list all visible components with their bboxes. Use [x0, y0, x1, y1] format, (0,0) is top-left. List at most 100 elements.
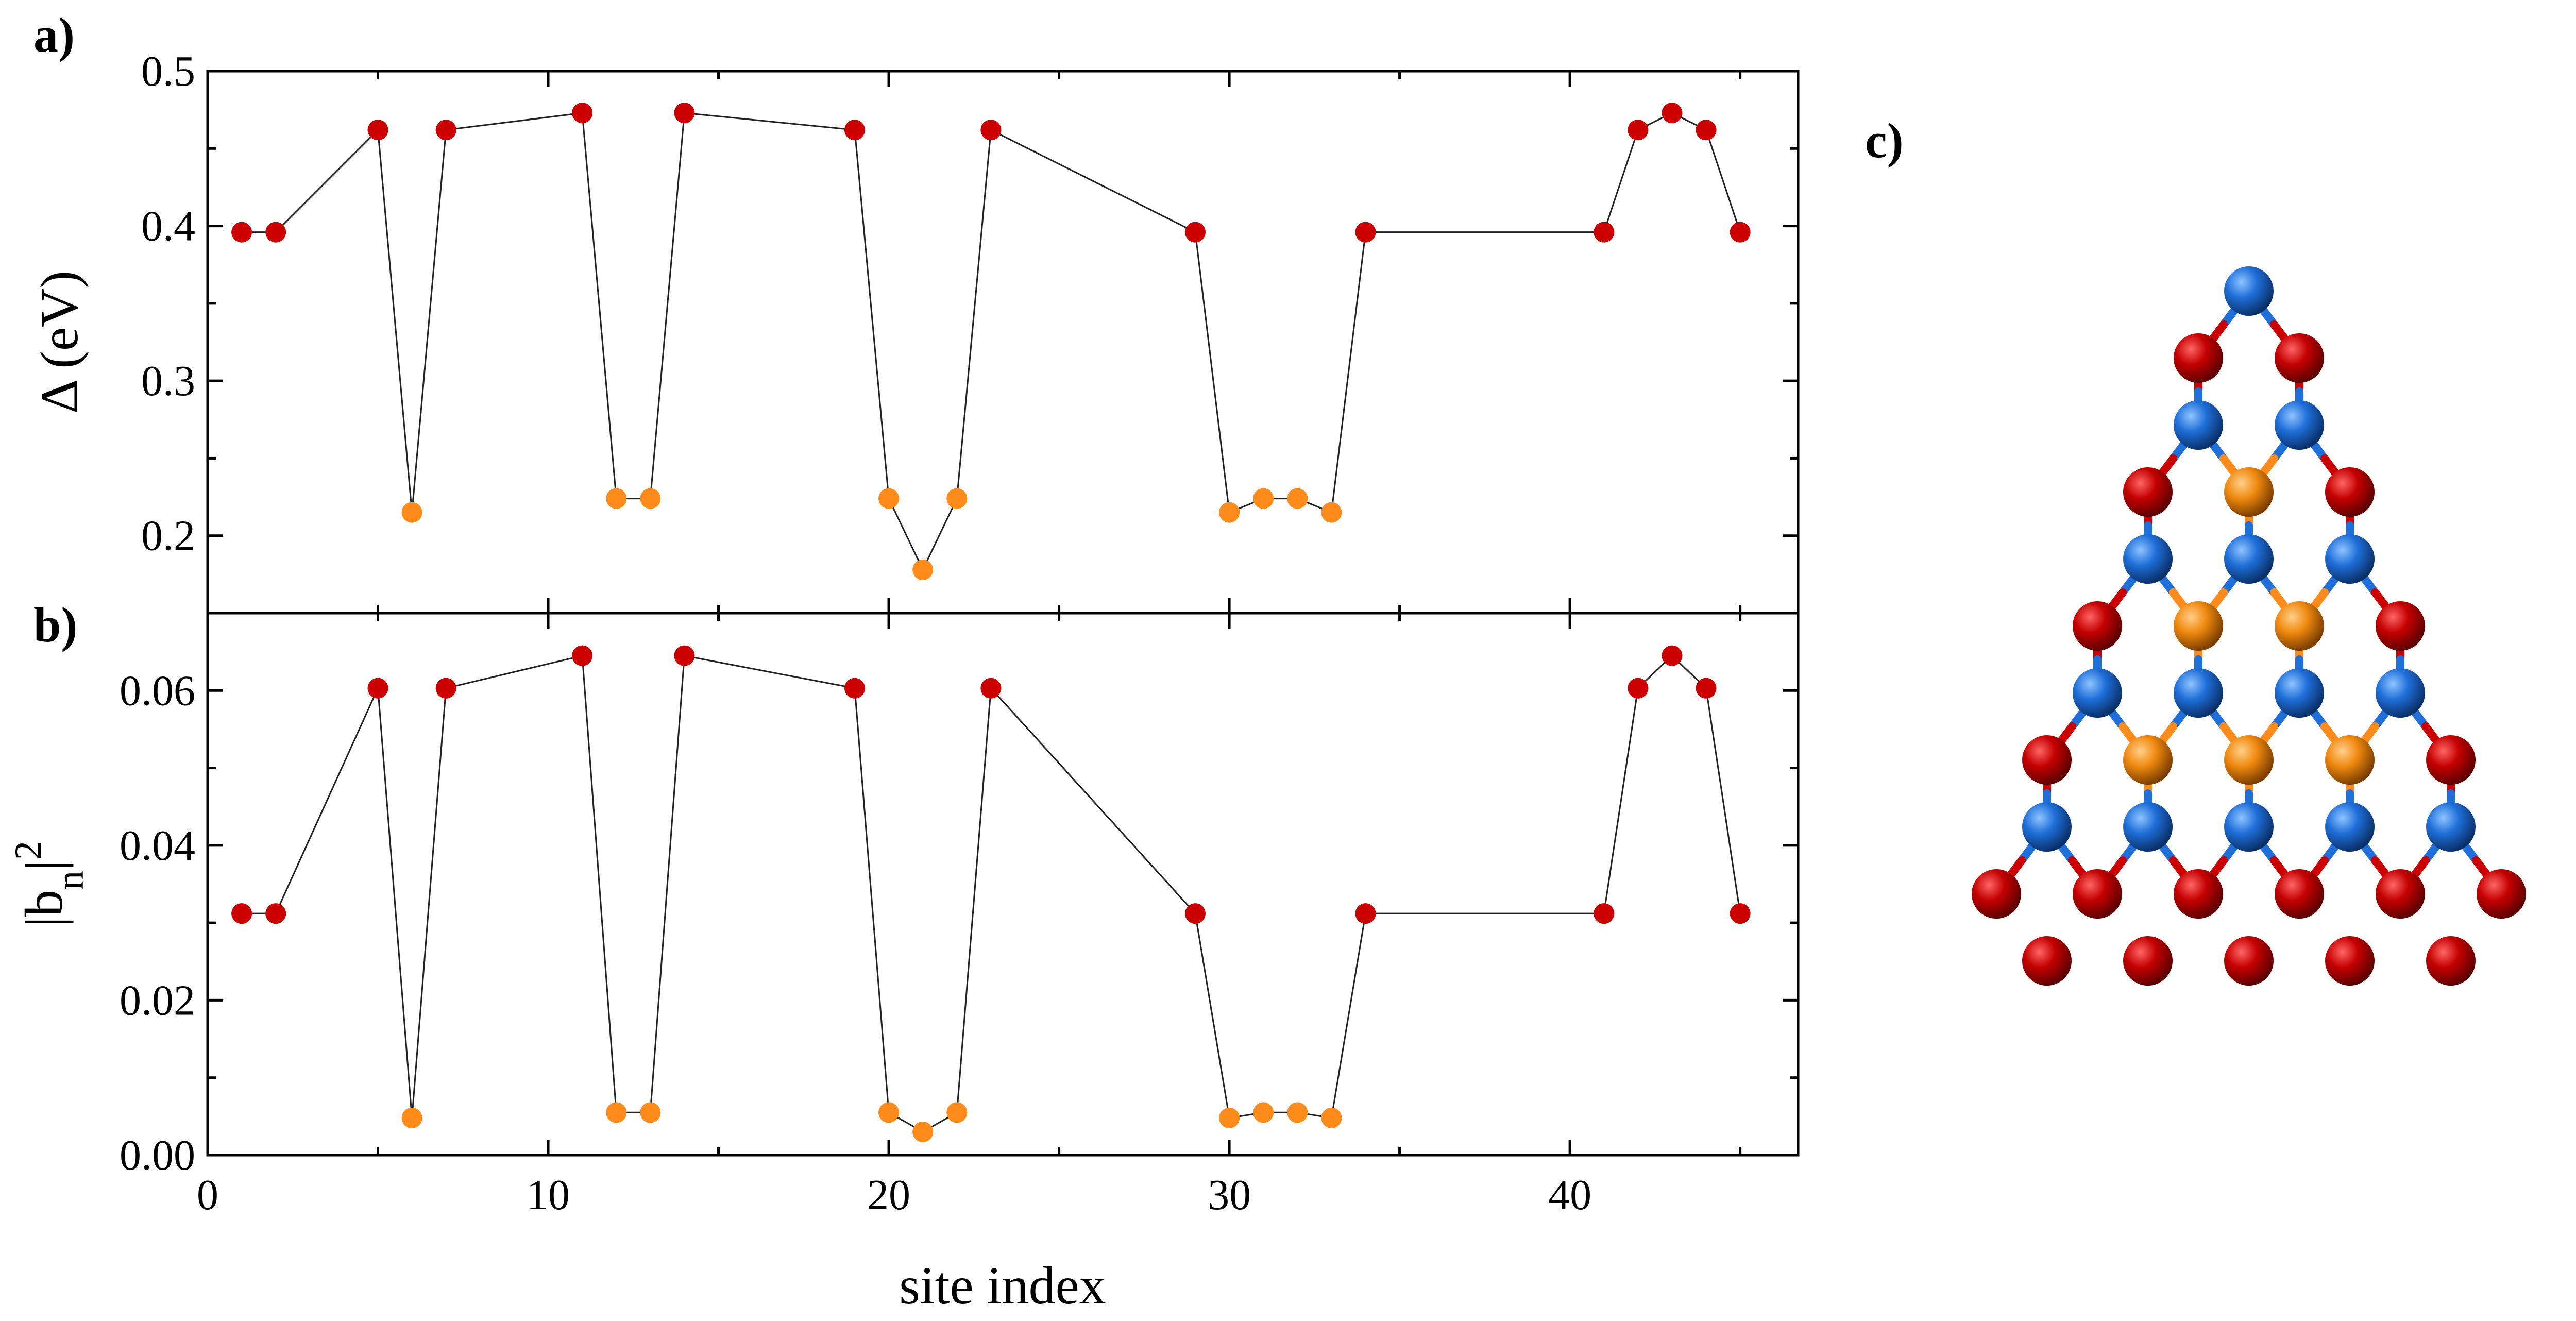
interior-site-point [1321, 1107, 1342, 1128]
molecule-atoms [1972, 266, 2526, 986]
panel-b-ticks: 0 10 20 30 40 0.00 0.02 0.04 0.06 [120, 612, 1798, 1219]
blue-atom [2022, 802, 2072, 852]
interior-atom [2224, 467, 2274, 517]
panel-b-plot: 0 10 20 30 40 0.00 0.02 0.04 0.06 |bn|2 site ind… [7, 612, 1800, 1315]
x-tick-label: 10 [527, 1171, 570, 1219]
edge-site-point [1594, 222, 1615, 243]
edge-site-point [231, 222, 252, 243]
edge-site-point [231, 903, 252, 924]
blue-atom [2275, 400, 2324, 450]
edge-atom [2376, 869, 2425, 919]
edge-atom [2275, 333, 2324, 383]
x-tick-label: 30 [1208, 1171, 1251, 1219]
interior-atom [2123, 735, 2173, 785]
edge-site-point [572, 645, 593, 666]
blue-atom [2325, 534, 2375, 584]
panel-b-frame [206, 612, 1800, 1157]
panel-b-label: b) [33, 597, 77, 652]
x-tick-label: 40 [1548, 1171, 1591, 1219]
interior-site-point [1253, 1102, 1274, 1123]
panel-b-ylabel: |bn|2 [7, 841, 92, 927]
y-tick-label: 0.4 [141, 202, 195, 250]
edge-site-point [844, 678, 865, 699]
interior-site-point [401, 502, 422, 523]
edge-atom [2073, 601, 2122, 651]
blue-atom [2174, 668, 2223, 718]
edge-site-point [1355, 222, 1376, 243]
edge-atom [2174, 333, 2223, 383]
interior-site-point [606, 1102, 627, 1123]
blue-atom [2376, 668, 2425, 718]
panel-a-ticks: 0.2 0.3 0.4 0.5 [141, 47, 1798, 615]
edge-site-point [367, 678, 388, 699]
edge-site-point [265, 222, 286, 243]
edge-atom [2022, 936, 2072, 986]
edge-site-point [980, 678, 1002, 699]
edge-site-point [1730, 903, 1751, 924]
panel-b-xlabel: site index [899, 1256, 1106, 1315]
edge-site-point [1662, 645, 1683, 666]
edge-site-point [265, 903, 286, 924]
interior-site-point [878, 1102, 900, 1123]
panel-c-molecule [1972, 266, 2526, 986]
panel-a-ylabel: Δ (eV) [30, 270, 89, 414]
edge-site-point [844, 120, 865, 141]
edge-atom [2325, 467, 2375, 517]
blue-atom [2426, 802, 2476, 852]
edge-atom [2123, 467, 2173, 517]
edge-site-point [1628, 120, 1649, 141]
series-line [242, 654, 1741, 1133]
blue-atom [2325, 802, 2375, 852]
interior-site-point [878, 488, 900, 509]
panel-b-points [231, 645, 1751, 1142]
blue-atom [2174, 400, 2223, 450]
blue-atom [2123, 802, 2173, 852]
y-tick-label: 0.06 [120, 667, 195, 715]
y-tick-label: 0.5 [141, 47, 195, 95]
edge-site-point [980, 120, 1002, 141]
interior-site-point [640, 1102, 661, 1123]
panel-b-series-line [242, 654, 1741, 1133]
edge-site-point [1184, 903, 1206, 924]
interior-site-point [946, 488, 968, 509]
panel-a-label: a) [33, 7, 75, 62]
x-tick-label: 20 [867, 1171, 910, 1219]
blue-atom [2275, 668, 2324, 718]
interior-site-point [606, 488, 627, 509]
interior-atom [2174, 601, 2223, 651]
series-line [242, 112, 1741, 572]
y-tick-label: 0.2 [141, 512, 195, 560]
edge-site-point [1594, 903, 1615, 924]
edge-site-point [435, 120, 456, 141]
edge-atom [2224, 936, 2274, 986]
panel-a-points [231, 103, 1751, 580]
y-tick-label: 0.04 [120, 822, 195, 870]
edge-atom [2022, 735, 2072, 785]
edge-atom [2426, 735, 2476, 785]
interior-site-point [1287, 488, 1308, 509]
edge-site-point [435, 678, 456, 699]
blue-atom [2123, 534, 2173, 584]
edge-site-point [674, 645, 695, 666]
interior-site-point [1253, 488, 1274, 509]
y-tick-label: 0.00 [120, 1131, 195, 1179]
interior-atom [2325, 735, 2375, 785]
blue-atom [2073, 668, 2122, 718]
interior-site-point [401, 1107, 422, 1128]
edge-site-point [1355, 903, 1376, 924]
edge-atom [1972, 869, 2021, 919]
interior-site-point [912, 559, 934, 580]
interior-site-point [1287, 1102, 1308, 1123]
edge-atom [2426, 936, 2476, 986]
edge-site-point [1696, 678, 1717, 699]
edge-atom [2325, 936, 2375, 986]
edge-site-point [367, 120, 388, 141]
interior-site-point [946, 1102, 968, 1123]
edge-atom [2073, 869, 2122, 919]
blue-atom [2224, 802, 2274, 852]
interior-atom [2224, 735, 2274, 785]
panel-a-frame [206, 70, 1800, 615]
blue-atom [2224, 266, 2274, 316]
edge-atom [2477, 869, 2526, 919]
